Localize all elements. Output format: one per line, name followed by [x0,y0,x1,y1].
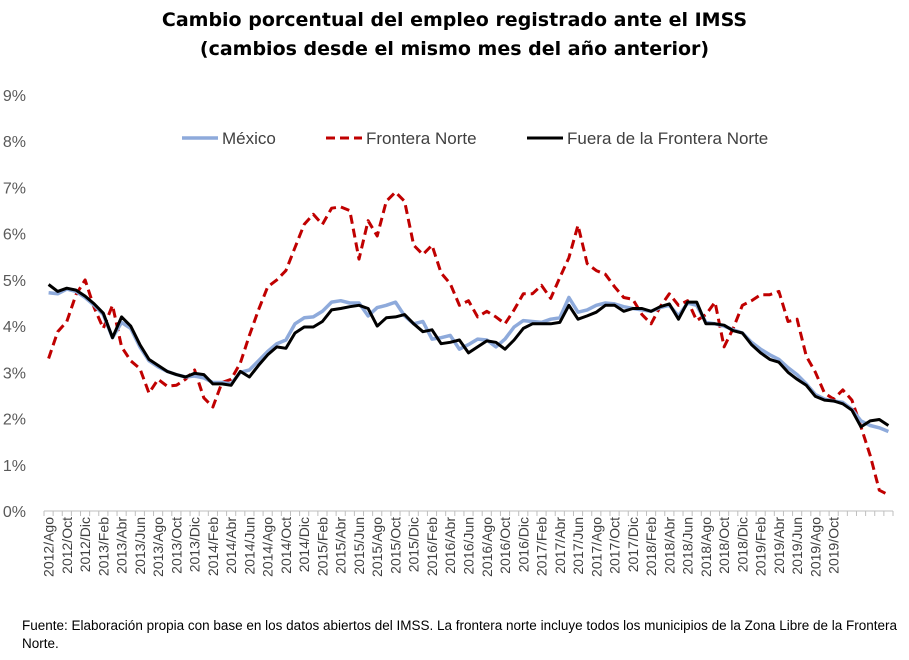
x-tick-label: 2015/Dic [406,517,422,572]
x-tick-label: 2014/Dic [296,517,312,572]
y-tick-label: 3% [3,365,26,382]
x-tick-label: 2014/Ago [260,517,276,577]
chart-title-line-1: Cambio porcentual del empleo registrado … [161,9,748,31]
y-tick-label: 6% [3,227,26,244]
x-tick-label: 2017/Ago [588,517,604,577]
y-tick-label: 8% [3,134,26,151]
x-tick-label: 2016/Oct [497,517,513,574]
y-tick-label: 5% [3,273,26,290]
x-tick-label: 2014/Feb [205,517,221,576]
x-tick-label: 2019/Abr [771,517,787,574]
x-tick-label: 2016/Abr [442,517,458,574]
x-tick-label: 2013/Dic [187,517,203,572]
y-tick-label: 0% [3,504,26,521]
x-tick-label: 2018/Dic [734,517,750,572]
legend-label-3: Fuera de la Frontera Norte [567,129,768,148]
legend: México Frontera Norte Fuera de la Frontera… [182,129,768,148]
x-tick-label: 2017/Dic [625,517,641,572]
x-tick-label: 2018/Abr [661,517,677,574]
x-tick-label: 2014/Abr [223,517,239,574]
x-tick-label: 2015/Ago [369,517,385,577]
source-note: Fuente: Elaboración propia con base en l… [22,618,898,651]
x-tick-label: 2016/Jun [461,517,477,575]
x-tick-label: 2018/Jun [680,517,696,575]
x-tick-label: 2015/Oct [387,517,403,574]
x-tick-label: 2019/Feb [753,517,769,576]
x-tick-label: 2016/Dic [515,517,531,572]
y-tick-label: 1% [3,458,26,475]
legend-label-1: México [222,129,276,148]
x-tick-label: 2017/Abr [552,517,568,574]
series-line-mexico [48,287,890,434]
x-tick-label: 2019/Ago [807,517,823,577]
x-tick-label: 2013/Ago [150,517,166,577]
x-tick-label: 2014/Jun [241,517,257,575]
y-tick-label: 9% [3,88,26,105]
y-tick-label: 2% [3,412,26,429]
x-tick-label: 2016/Ago [479,517,495,577]
x-tick-label: 2015/Abr [333,517,349,574]
x-tick-label: 2012/Dic [77,517,93,572]
x-tick-label: 2013/Abr [114,517,130,574]
x-tick-label: 2018/Feb [643,517,659,576]
x-tick-label: 2014/Oct [278,517,294,574]
x-tick-label: 2019/Jun [789,517,805,575]
chart-title: Cambio porcentual del empleo registrado … [0,6,909,64]
x-axis: 2012/Ago 2012/Oct 2012/Dic 2013/Feb 2013/Abr… [41,510,894,577]
y-tick-label: 4% [3,319,26,336]
x-tick-label: 2019/Oct [826,517,842,574]
series-line-fuera-frontera-norte [47,283,890,429]
y-tick-label: 7% [3,180,26,197]
series-layer [47,190,890,497]
chart-title-line-2: (cambios desde el mismo mes del año ante… [199,38,710,60]
x-tick-label: 2018/Ago [698,517,714,577]
x-tick-label: 2013/Jun [132,517,148,575]
x-tick-label: 2015/Feb [314,517,330,576]
x-tick-label: 2012/Ago [41,517,57,577]
x-tick-label: 2017/Jun [570,517,586,575]
x-tick-label: 2013/Oct [168,517,184,574]
y-axis: 0% 1% 2% 3% 4% 5% 6% 7% 8% 9% [3,88,26,521]
x-tick-label: 2017/Feb [534,517,550,576]
x-tick-label: 2017/Oct [607,517,623,574]
x-tick-label: 2015/Jun [351,517,367,575]
x-tick-label: 2018/Oct [716,517,732,574]
legend-label-2: Frontera Norte [366,129,477,148]
x-tick-label: 2012/Oct [59,517,75,574]
x-tick-label: 2016/Feb [424,517,440,576]
x-tick-label: 2013/Feb [95,517,111,576]
